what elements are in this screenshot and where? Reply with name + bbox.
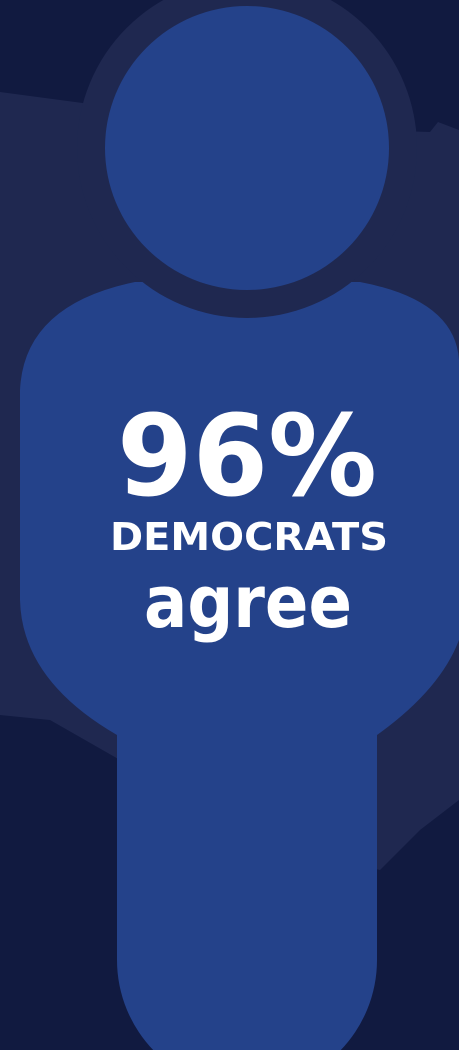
group-label: DEMOCRATS (110, 515, 388, 559)
person-body (20, 282, 459, 1050)
person-head (105, 6, 389, 290)
caption: agree (144, 560, 352, 644)
headline: 96% (117, 392, 377, 522)
